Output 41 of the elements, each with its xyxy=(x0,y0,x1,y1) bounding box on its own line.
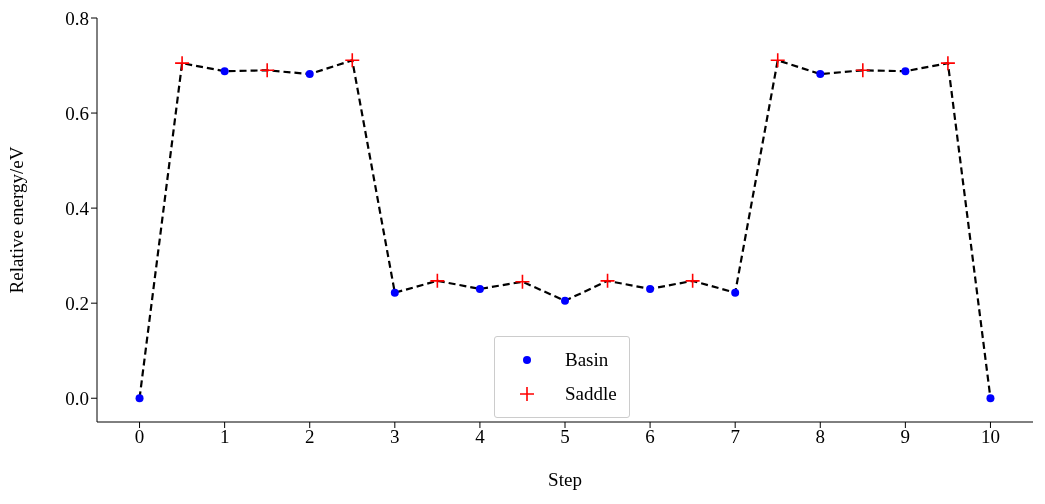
point xyxy=(259,62,275,79)
x-tick-label: 10 xyxy=(980,426,1000,448)
y-tick-label: 0.4 xyxy=(65,197,90,219)
point xyxy=(390,288,399,297)
x-tick-label: 0 xyxy=(134,426,145,448)
y-tick-label: 0.6 xyxy=(65,102,89,124)
x-tick-label: 7 xyxy=(730,426,740,448)
point xyxy=(220,67,229,76)
point xyxy=(646,284,655,293)
x-tick-label: 2 xyxy=(304,426,315,448)
point xyxy=(475,284,484,293)
point xyxy=(731,288,740,297)
x-tick-label: 1 xyxy=(219,426,230,448)
y-tick-label: 0.2 xyxy=(65,292,89,314)
x-axis-title: Step xyxy=(548,469,582,490)
legend-label: Basin xyxy=(565,349,609,371)
point xyxy=(561,296,569,305)
legend-label: Saddle xyxy=(565,383,617,405)
y-tick-label: 0.8 xyxy=(65,7,89,29)
x-tick-label: 5 xyxy=(560,426,570,448)
x-tick-label: 3 xyxy=(390,426,400,448)
point xyxy=(901,67,910,76)
point xyxy=(174,55,190,71)
point xyxy=(986,394,995,403)
x-tick-label: 9 xyxy=(900,426,911,448)
point xyxy=(769,52,786,69)
point xyxy=(816,70,825,79)
x-tick-label: 4 xyxy=(475,426,486,448)
x-tick-label: 6 xyxy=(645,426,655,448)
point xyxy=(135,394,144,403)
point xyxy=(599,273,616,289)
x-tick-label: 8 xyxy=(815,426,826,448)
point xyxy=(514,273,531,290)
point xyxy=(305,70,314,79)
point xyxy=(855,62,871,79)
point xyxy=(940,55,956,71)
point xyxy=(429,273,446,289)
y-tick-label: 0.0 xyxy=(65,387,89,409)
y-axis-title: Relative energy/eV xyxy=(5,146,27,294)
point xyxy=(344,52,361,69)
point xyxy=(684,273,701,289)
